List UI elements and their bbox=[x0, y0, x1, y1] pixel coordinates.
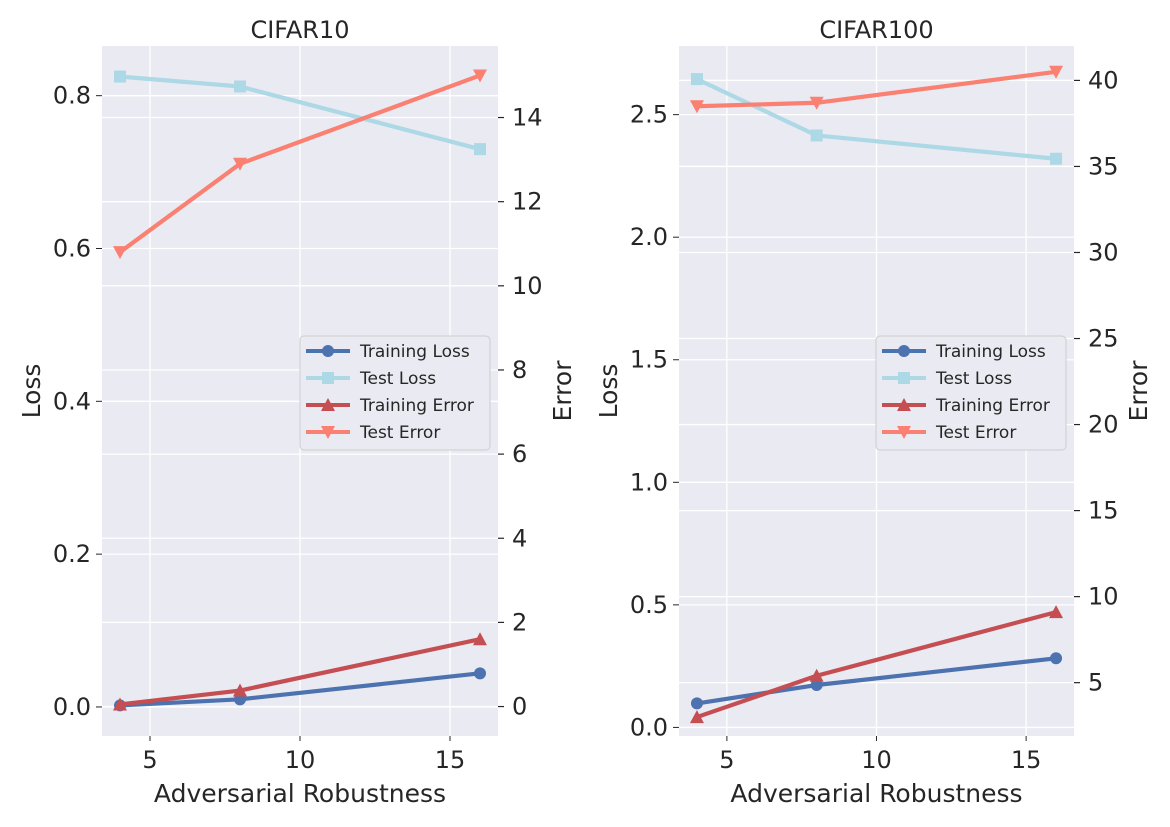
y-right-tick-label: 14 bbox=[512, 104, 543, 132]
data-point bbox=[689, 100, 704, 114]
data-point bbox=[1050, 152, 1063, 165]
legend-label: Training Error bbox=[935, 396, 1050, 416]
y-right-tick-label: 35 bbox=[1088, 152, 1119, 180]
y-axis-label: Loss bbox=[17, 364, 46, 419]
data-point bbox=[690, 697, 703, 710]
legend-label: Training Loss bbox=[359, 342, 470, 362]
x-tick-label: 15 bbox=[1011, 746, 1042, 774]
x-tick-label: 15 bbox=[435, 746, 466, 774]
y-tick-label: 0.5 bbox=[630, 591, 668, 619]
y-tick-label: 0.2 bbox=[53, 540, 91, 568]
y-right-tick-label: 40 bbox=[1088, 66, 1119, 94]
data-point bbox=[474, 143, 486, 156]
y-right-tick-label: 10 bbox=[1088, 583, 1119, 611]
legend-box bbox=[299, 335, 491, 451]
data-point bbox=[114, 70, 126, 83]
data-point bbox=[233, 683, 247, 697]
y-tick-label: 2.0 bbox=[630, 223, 668, 251]
x-tick-label: 10 bbox=[861, 746, 892, 774]
legend-marker bbox=[897, 426, 911, 439]
legend-label: Test Loss bbox=[359, 369, 436, 389]
legend-marker bbox=[322, 345, 334, 357]
y-right-tick-label: 15 bbox=[1088, 497, 1119, 525]
y-tick-label: 0.8 bbox=[53, 82, 91, 110]
y-right-tick-label: 12 bbox=[512, 188, 543, 216]
data-point bbox=[809, 96, 824, 110]
y-right-tick-label: 4 bbox=[512, 524, 527, 552]
legend-marker bbox=[321, 398, 335, 411]
legend-label: Training Error bbox=[359, 396, 474, 416]
y-axis-label: Loss bbox=[594, 364, 623, 419]
legend-box bbox=[875, 335, 1067, 451]
y-right-tick-label: 30 bbox=[1088, 238, 1119, 266]
data-point bbox=[473, 69, 487, 83]
y-tick-label: 2.5 bbox=[630, 101, 668, 129]
chart-title: CIFAR100 bbox=[819, 16, 933, 44]
legend: Training Loss Test Loss Training Error Test… bbox=[875, 335, 1067, 451]
legend-marker bbox=[897, 398, 911, 411]
data-point bbox=[234, 80, 246, 93]
legend-label: Test Error bbox=[359, 423, 440, 443]
data-point bbox=[233, 157, 247, 171]
data-point bbox=[1049, 65, 1064, 79]
y-right-tick-label: 5 bbox=[1088, 669, 1103, 697]
data-point bbox=[690, 73, 703, 86]
y-right-tick-label: 6 bbox=[512, 440, 527, 468]
data-point bbox=[689, 710, 704, 724]
y-right-tick-label: 2 bbox=[512, 608, 527, 636]
y-right-axis-label: Error bbox=[548, 360, 577, 422]
chart-panel-1: CIFAR10 5 10 15 0.0 0.2 0.4 0.6 0.8 0 2 4 6 8 10 12 14 Ad… bbox=[17, 16, 577, 808]
y-right-tick-label: 0 bbox=[512, 693, 527, 721]
legend: Training Loss Test Loss Training Error Test… bbox=[299, 335, 491, 451]
y-right-tick-label: 10 bbox=[512, 272, 543, 300]
chart-title: CIFAR10 bbox=[250, 16, 349, 44]
y-tick-label: 0.4 bbox=[53, 387, 91, 415]
y-tick-label: 0.0 bbox=[630, 713, 668, 741]
legend-label: Test Error bbox=[935, 423, 1016, 443]
data-point bbox=[1050, 652, 1063, 665]
y-right-tick-label: 20 bbox=[1088, 411, 1119, 439]
legend-marker bbox=[321, 426, 335, 439]
legend-label: Training Loss bbox=[935, 342, 1046, 362]
x-tick-label: 5 bbox=[142, 746, 157, 774]
data-point bbox=[474, 667, 486, 680]
y-right-tick-label: 25 bbox=[1088, 325, 1119, 353]
legend-marker bbox=[898, 372, 910, 384]
data-point bbox=[809, 668, 824, 682]
data-point bbox=[810, 129, 823, 142]
y-right-axis-label: Error bbox=[1124, 360, 1153, 422]
legend-label: Test Loss bbox=[935, 369, 1012, 389]
data-point bbox=[113, 697, 127, 711]
data-point bbox=[473, 632, 487, 646]
legend-marker bbox=[898, 345, 910, 357]
chart-panel-2: CIFAR100 5 10 15 0.0 0.5 1.0 1.5 2.0 2.5 5 10 15 20 25… bbox=[594, 16, 1153, 808]
x-axis-label: Adversarial Robustness bbox=[154, 779, 446, 808]
y-right-tick-label: 8 bbox=[512, 356, 527, 384]
y-tick-label: 1.5 bbox=[630, 346, 668, 374]
y-tick-label: 1.0 bbox=[630, 468, 668, 496]
x-tick-label: 5 bbox=[719, 746, 734, 774]
data-point bbox=[1049, 605, 1064, 619]
x-axis-label: Adversarial Robustness bbox=[730, 779, 1022, 808]
data-point bbox=[810, 679, 823, 692]
data-point bbox=[113, 246, 127, 260]
x-tick-label: 10 bbox=[285, 746, 316, 774]
legend-marker bbox=[322, 372, 334, 384]
y-tick-label: 0.6 bbox=[53, 234, 91, 262]
y-tick-label: 0.0 bbox=[53, 693, 91, 721]
